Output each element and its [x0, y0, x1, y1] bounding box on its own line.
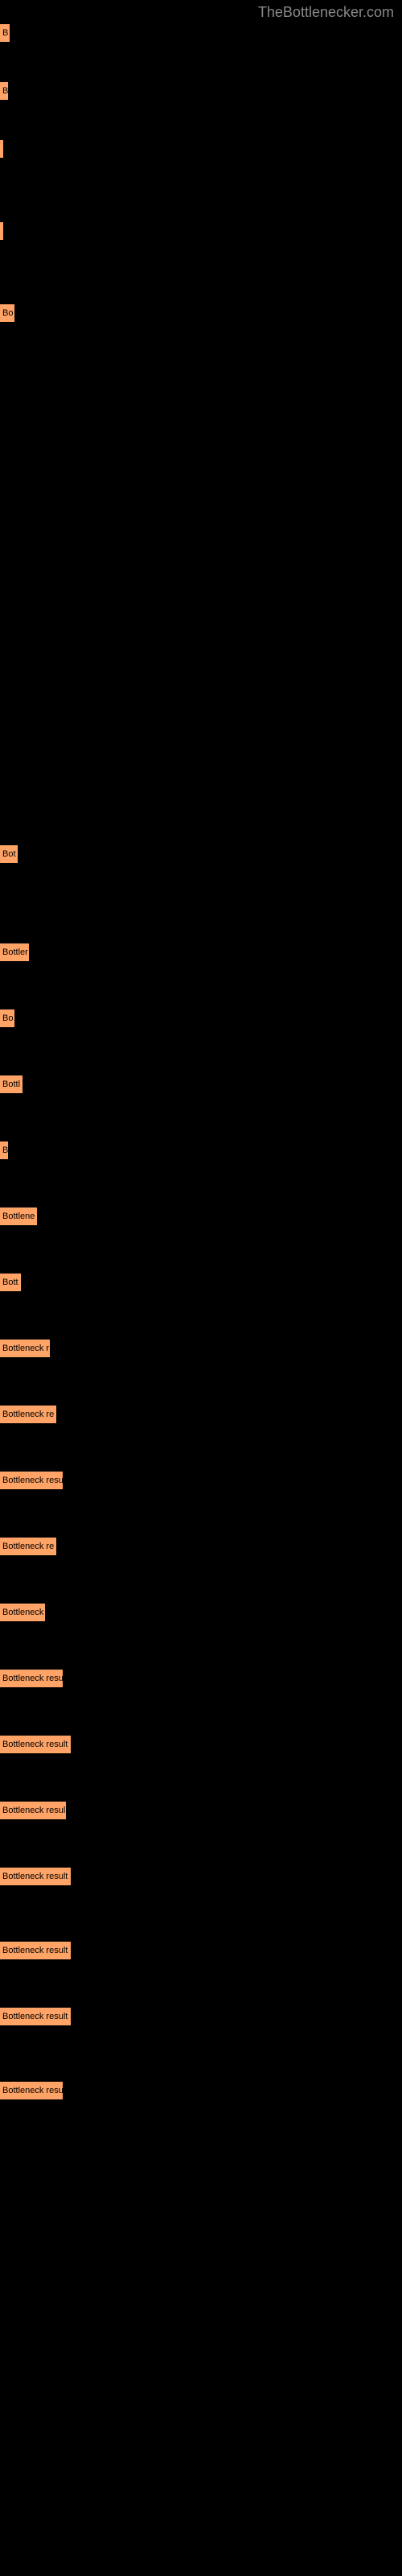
bottleneck-bar — [0, 140, 3, 158]
watermark-text: TheBottlenecker.com — [258, 4, 394, 21]
bar-item: B — [0, 1141, 402, 1159]
bottleneck-bar: Bottleneck result — [0, 2008, 71, 2025]
bar-item: Bottleneck result — [0, 1736, 402, 1753]
bottleneck-bar: Bottlene — [0, 1208, 37, 1225]
bar-item: Bottler — [0, 943, 402, 961]
bar-item: Bottlene — [0, 1208, 402, 1225]
bottleneck-bar: Bottleneck re — [0, 1406, 56, 1423]
bottleneck-bar: Bottleneck — [0, 1604, 45, 1621]
bottleneck-bar: Bottleneck result — [0, 1942, 71, 1959]
bar-item: B — [0, 24, 402, 42]
bar-item: Bottleneck resul — [0, 1802, 402, 1819]
bottleneck-bar: Bottl — [0, 1075, 23, 1093]
bar-item: Bottleneck result — [0, 1942, 402, 1959]
bar-item: Bottleneck — [0, 1604, 402, 1621]
bar-item: Bottleneck result — [0, 2008, 402, 2025]
bar-item: Bo — [0, 304, 402, 322]
bottleneck-bar: Bo — [0, 1009, 14, 1027]
bar-item: Bottleneck resu — [0, 1472, 402, 1489]
bar-item: Bottleneck r — [0, 1340, 402, 1357]
bar-item: Bottl — [0, 1075, 402, 1093]
bottleneck-bar: B — [0, 82, 8, 100]
bottleneck-bar: Bottleneck resu — [0, 2082, 63, 2099]
bottleneck-bar: Bottleneck resu — [0, 1670, 63, 1687]
bar-item: Bottleneck re — [0, 1538, 402, 1555]
bottleneck-bar: Bo — [0, 304, 14, 322]
bar-item: Bott — [0, 1274, 402, 1291]
bottleneck-bar: Bot — [0, 845, 18, 863]
bottleneck-bar: Bottleneck re — [0, 1538, 56, 1555]
bottleneck-bar: Bottleneck r — [0, 1340, 50, 1357]
bottleneck-bar: B — [0, 1141, 8, 1159]
bottleneck-bar — [0, 222, 3, 240]
bar-item: Bottleneck re — [0, 1406, 402, 1423]
bottleneck-bar: Bottler — [0, 943, 29, 961]
bottleneck-bar: B — [0, 24, 10, 42]
bar-item: Bottleneck resu — [0, 2082, 402, 2099]
bottleneck-bar: Bott — [0, 1274, 21, 1291]
bar-item — [0, 140, 402, 158]
bottleneck-bar: Bottleneck result — [0, 1868, 71, 1885]
bar-item: Bottleneck resu — [0, 1670, 402, 1687]
bar-item: Bo — [0, 1009, 402, 1027]
bottleneck-bar: Bottleneck result — [0, 1736, 71, 1753]
bottleneck-bar: Bottleneck resul — [0, 1802, 66, 1819]
bar-item — [0, 222, 402, 240]
bar-item: Bot — [0, 845, 402, 863]
bars-container: B B Bo Bot Bottler Bo Bottl B Bottlene Bott Bottle… — [0, 0, 402, 2099]
bar-item: B — [0, 82, 402, 100]
bar-item: Bottleneck result — [0, 1868, 402, 1885]
bottleneck-bar: Bottleneck resu — [0, 1472, 63, 1489]
